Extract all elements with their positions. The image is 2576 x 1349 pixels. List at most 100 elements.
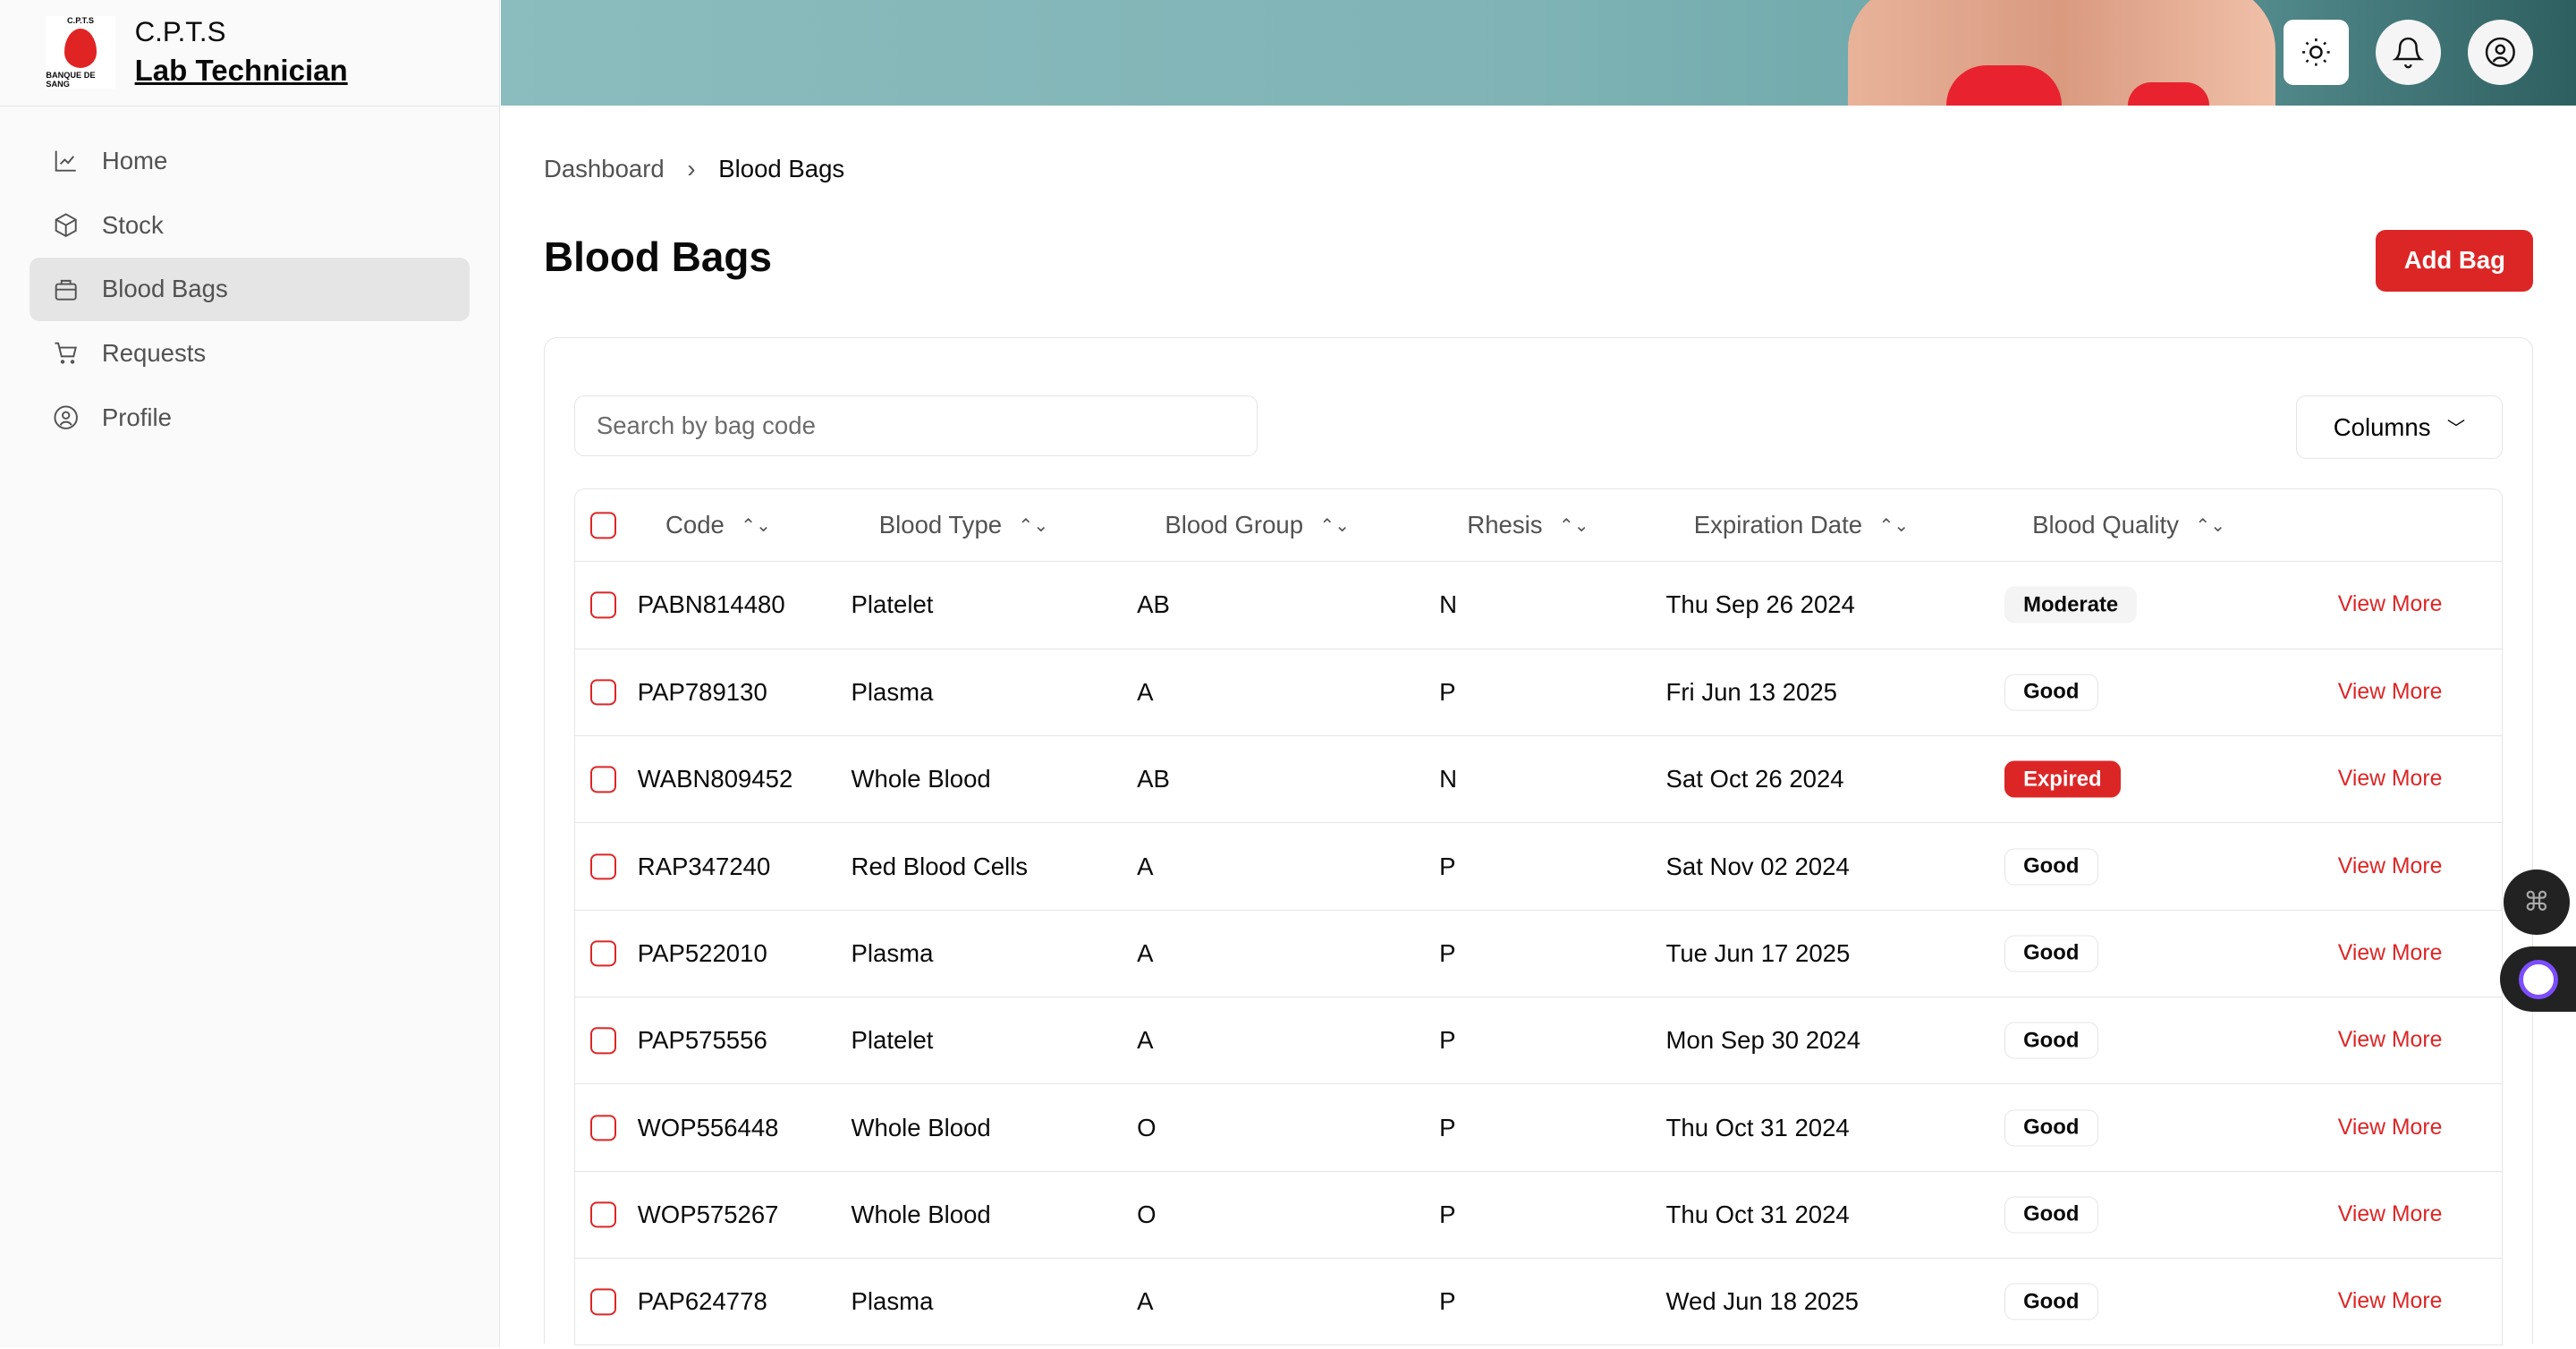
account-button[interactable] [2467,20,2534,86]
row-checkbox[interactable] [589,679,616,706]
cell-code: PAP789130 [637,677,767,706]
cell-rh: P [1439,1026,1456,1055]
cart-icon [55,342,77,364]
cell-code: WABN809452 [637,765,793,793]
row-checkbox[interactable] [589,591,616,619]
column-header[interactable]: Rhesis ⌃⌄ [1467,511,1589,539]
cell-exp: Thu Oct 31 2024 [1665,1200,1850,1228]
brand: C.P.T.S BANQUE DE SANG C.P.T.S Lab Techn… [0,0,500,106]
notifications-button[interactable] [2375,20,2442,86]
cell-rh: P [1439,852,1456,880]
logo: C.P.T.S BANQUE DE SANG [46,16,115,89]
cell-type: Plasma [851,677,934,706]
quality-badge: Good [2004,1196,2098,1234]
sort-icon: ⌃⌄ [2195,515,2226,536]
cell-rh: N [1439,765,1457,793]
cell-exp: Tue Jun 17 2025 [1665,938,1851,967]
assistant-button[interactable] [2500,946,2576,1013]
cell-code: PAP624778 [637,1287,767,1316]
quality-badge: Good [2004,935,2098,972]
cell-type: Platelet [851,1026,934,1055]
table-row: RAP347240 Red Blood Cells A P Sat Nov 02 202… [574,823,2503,911]
view-more-link[interactable]: View More [2337,1028,2443,1053]
cell-code: WOP556448 [637,1113,779,1141]
cell-group: O [1137,1113,1157,1141]
cell-rh: N [1439,590,1457,619]
column-header[interactable]: Expiration Date ⌃⌄ [1694,511,1910,539]
column-header[interactable]: Blood Type ⌃⌄ [879,511,1049,539]
theme-toggle-button[interactable] [2284,20,2350,86]
chart-line-icon [55,151,76,173]
quality-badge: Good [2004,848,2098,885]
view-more-link[interactable]: View More [2337,1115,2443,1140]
brand-name: C.P.T.S [134,16,226,48]
table-row: WOP575267 Whole Blood O P Thu Oct 31 2024 Goo… [574,1172,2503,1260]
user-circle-icon [54,405,78,429]
column-header[interactable]: Code ⌃⌄ [665,511,771,539]
row-checkbox[interactable] [589,1288,616,1315]
chevron-right-icon: › [687,154,696,182]
sidebar-item-requests[interactable]: Requests [30,321,470,386]
cell-rh: P [1439,1287,1456,1316]
cell-type: Whole Blood [851,765,991,793]
sidebar-item-stock[interactable]: Stock [30,193,470,258]
column-header[interactable]: Blood Group ⌃⌄ [1165,511,1350,539]
cell-exp: Thu Oct 31 2024 [1665,1113,1850,1141]
cell-type: Plasma [851,1287,934,1316]
banner-image [1848,0,2275,106]
sidebar-item-blood-bags[interactable]: Blood Bags [30,257,470,322]
sidebar-item-home[interactable]: Home [30,129,470,193]
sidebar-item-profile[interactable]: Profile [30,386,470,450]
cell-type: Red Blood Cells [851,852,1029,880]
cell-group: A [1137,938,1154,967]
add-bag-button[interactable]: Add Bag [2376,230,2534,292]
cell-rh: P [1439,677,1456,706]
table-row: PABN814480 Platelet AB N Thu Sep 26 2024 Mode… [574,562,2503,649]
view-more-link[interactable]: View More [2337,853,2443,878]
sort-icon: ⌃⌄ [1558,515,1589,536]
blood-drop-icon [64,28,97,68]
view-more-link[interactable]: View More [2337,1289,2443,1314]
breadcrumb-dashboard[interactable]: Dashboard [543,154,665,182]
banner-heart [1946,65,2063,106]
table-row: PAP789130 Plasma A P Fri Jun 13 2025 Good View… [574,649,2503,736]
row-checkbox[interactable] [589,1027,616,1054]
column-header[interactable]: Blood Quality ⌃⌄ [2032,511,2225,539]
cell-exp: Sat Oct 26 2024 [1665,765,1844,793]
bag-icon [55,279,77,301]
cell-type: Plasma [851,938,934,967]
cell-group: AB [1137,765,1170,793]
column-header-label: Blood Group [1165,511,1304,539]
sidebar-item-label: Requests [101,338,207,367]
columns-button[interactable]: Columns ﹀ [2295,395,2504,460]
view-more-link[interactable]: View More [2337,592,2443,617]
quality-badge: Moderate [2004,586,2138,624]
sidebar-nav: Home Stock Blood Bags Requests Profile [0,106,499,473]
cell-group: A [1137,1026,1154,1055]
view-more-link[interactable]: View More [2337,940,2443,965]
search-input[interactable] [573,395,1258,456]
view-more-link[interactable]: View More [2337,767,2443,792]
cell-rh: P [1439,1113,1456,1141]
row-checkbox[interactable] [589,940,616,967]
cell-rh: P [1439,1200,1456,1228]
row-checkbox[interactable] [589,766,616,793]
cell-exp: Mon Sep 30 2024 [1665,1026,1861,1055]
column-header-label: Rhesis [1467,511,1543,539]
view-more-link[interactable]: View More [2337,1201,2443,1226]
command-menu-button[interactable]: ⌘ [2504,869,2570,936]
page-title: Blood Bags [543,233,772,280]
cell-exp: Thu Sep 26 2024 [1665,590,1855,619]
table-row: WABN809452 Whole Blood AB N Sat Oct 26 2024 E… [574,736,2503,824]
table-row: PAP624778 Plasma A P Wed Jun 18 2025 Good View… [574,1259,2503,1346]
select-all-checkbox[interactable] [589,512,616,539]
row-checkbox[interactable] [589,853,616,880]
table-header-row: Code ⌃⌄ Blood Type ⌃⌄ Blood Group ⌃⌄ Rhesis ⌃⌄ E… [574,489,2503,563]
row-checkbox[interactable] [589,1201,616,1228]
bell-icon [2392,38,2425,69]
table-row: PAP575556 Platelet A P Mon Sep 30 2024 Good Vi… [574,997,2503,1085]
user-role[interactable]: Lab Technician [134,55,348,89]
row-checkbox[interactable] [589,1114,616,1141]
logo-text-top: C.P.T.S [67,16,94,26]
view-more-link[interactable]: View More [2337,679,2443,704]
